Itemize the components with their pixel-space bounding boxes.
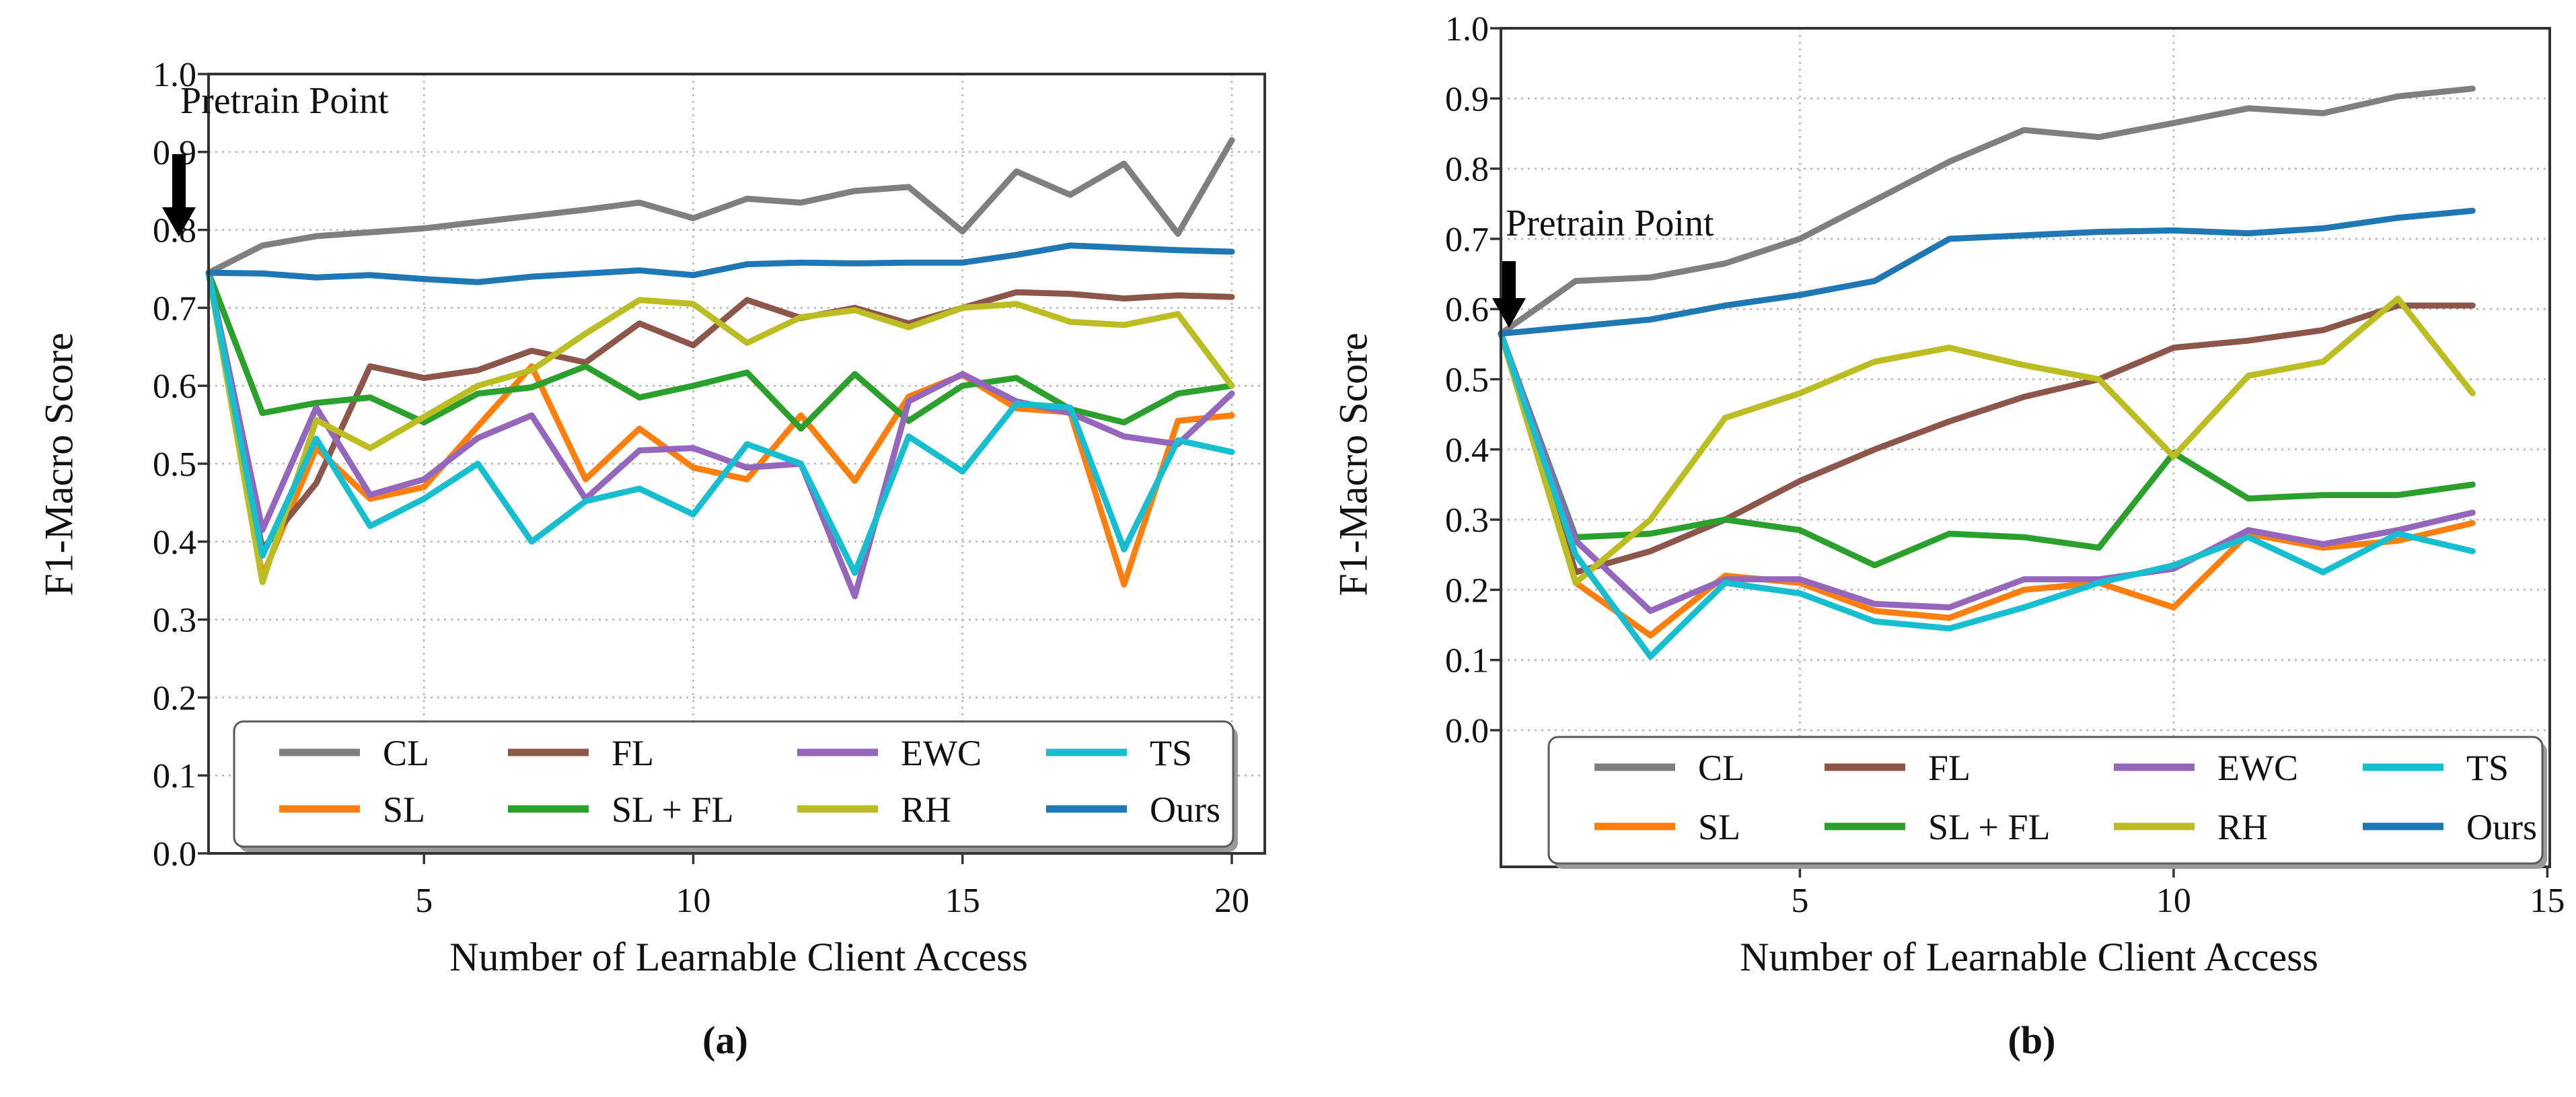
legend-label-FL: FL bbox=[612, 733, 654, 773]
series-line-CL-b bbox=[1498, 85, 2476, 337]
series-line-SL-b bbox=[1498, 330, 2476, 639]
series-line-TS-a bbox=[205, 269, 1235, 576]
y-tick-label: 1.0 bbox=[1445, 10, 1489, 48]
pretrain-arrow-b bbox=[1492, 261, 1526, 328]
x-tick-label: 5 bbox=[415, 882, 433, 920]
legend-box-b bbox=[1547, 736, 2544, 865]
y-tick-label: 0.3 bbox=[1445, 501, 1489, 540]
pretrain-annotation-b: Pretrain Point bbox=[1506, 203, 1714, 244]
y-tick-label: 0.1 bbox=[153, 757, 196, 795]
y-tick-label: 0.7 bbox=[1445, 221, 1489, 259]
x-tick-label: 5 bbox=[1791, 882, 1808, 920]
x-tick-label: 20 bbox=[1214, 882, 1249, 920]
legend-label-RH: RH bbox=[901, 789, 951, 830]
y-tick-label: 0.5 bbox=[1445, 361, 1489, 400]
legend-label-CL: CL bbox=[383, 733, 429, 773]
caption-a: (a) bbox=[702, 1018, 748, 1062]
y-tick-label: 0.2 bbox=[153, 679, 196, 717]
x-tick-label: 15 bbox=[2530, 882, 2565, 920]
x-tick-label: 15 bbox=[945, 882, 980, 920]
y-tick-label: 0.5 bbox=[153, 446, 196, 484]
legend-label-TS: TS bbox=[2466, 748, 2509, 788]
legend-label-SL: SL bbox=[383, 789, 425, 830]
x-axis-label-b: Number of Learnable Client Access bbox=[1740, 935, 2318, 979]
legend-label-EWC: EWC bbox=[2217, 748, 2298, 788]
y-axis-label-a: F1-Macro Score bbox=[36, 332, 81, 596]
series-line-TS-b bbox=[1498, 330, 2476, 660]
series-line-EWC-b bbox=[1498, 330, 2476, 614]
pretrain-annotation-a: Pretrain Point bbox=[180, 80, 389, 122]
legend-label-CL: CL bbox=[1698, 748, 1744, 788]
y-tick-label: 1.0 bbox=[153, 56, 196, 94]
y-tick-label: 0.4 bbox=[1445, 431, 1489, 470]
legend-label-Ours: Ours bbox=[2466, 807, 2537, 847]
series-line-EWC-a bbox=[205, 269, 1235, 600]
series-line-FL-b bbox=[1498, 302, 2476, 575]
series-line-CL-a bbox=[205, 137, 1235, 276]
legend-label-EWC: EWC bbox=[901, 733, 982, 773]
x-tick-label: 10 bbox=[2156, 882, 2191, 920]
caption-b: (b) bbox=[2008, 1018, 2056, 1062]
y-tick-label: 0.2 bbox=[1445, 571, 1489, 610]
pretrain-arrow-a bbox=[162, 154, 196, 237]
legend-label-RH: RH bbox=[2217, 807, 2268, 847]
y-tick-label: 0.1 bbox=[1445, 642, 1489, 680]
y-tick-label: 0.6 bbox=[1445, 291, 1489, 329]
series-line-Ours-a bbox=[205, 242, 1235, 285]
series-line-RH-a bbox=[205, 269, 1235, 586]
legend-label-FL: FL bbox=[1928, 748, 1971, 788]
y-tick-label: 0.0 bbox=[1445, 712, 1489, 750]
legend-label-SL: SL bbox=[1698, 807, 1740, 847]
y-axis-label-b: F1-Macro Score bbox=[1331, 332, 1376, 596]
x-axis-label-a: Number of Learnable Client Access bbox=[449, 935, 1028, 979]
y-tick-label: 0.3 bbox=[153, 602, 196, 640]
y-tick-label: 0.8 bbox=[1445, 151, 1489, 189]
y-tick-label: 0.7 bbox=[153, 289, 196, 328]
legend-label-SL+FL: SL + FL bbox=[1928, 807, 2051, 847]
y-tick-label: 0.9 bbox=[1445, 80, 1489, 118]
y-tick-label: 0.4 bbox=[153, 524, 196, 562]
x-tick-label: 10 bbox=[675, 882, 710, 920]
series-line-RH-b bbox=[1498, 295, 2476, 586]
y-tick-label: 0.6 bbox=[153, 367, 196, 406]
legend-label-SL+FL: SL + FL bbox=[612, 789, 734, 830]
series-line-Ours-b bbox=[1498, 207, 2476, 337]
legend-label-TS: TS bbox=[1150, 733, 1192, 773]
legend-label-Ours: Ours bbox=[1150, 789, 1220, 830]
legend-box-a bbox=[233, 720, 1235, 848]
y-tick-label: 0.0 bbox=[153, 835, 196, 874]
series-line-SL+FL-b bbox=[1498, 330, 2476, 569]
